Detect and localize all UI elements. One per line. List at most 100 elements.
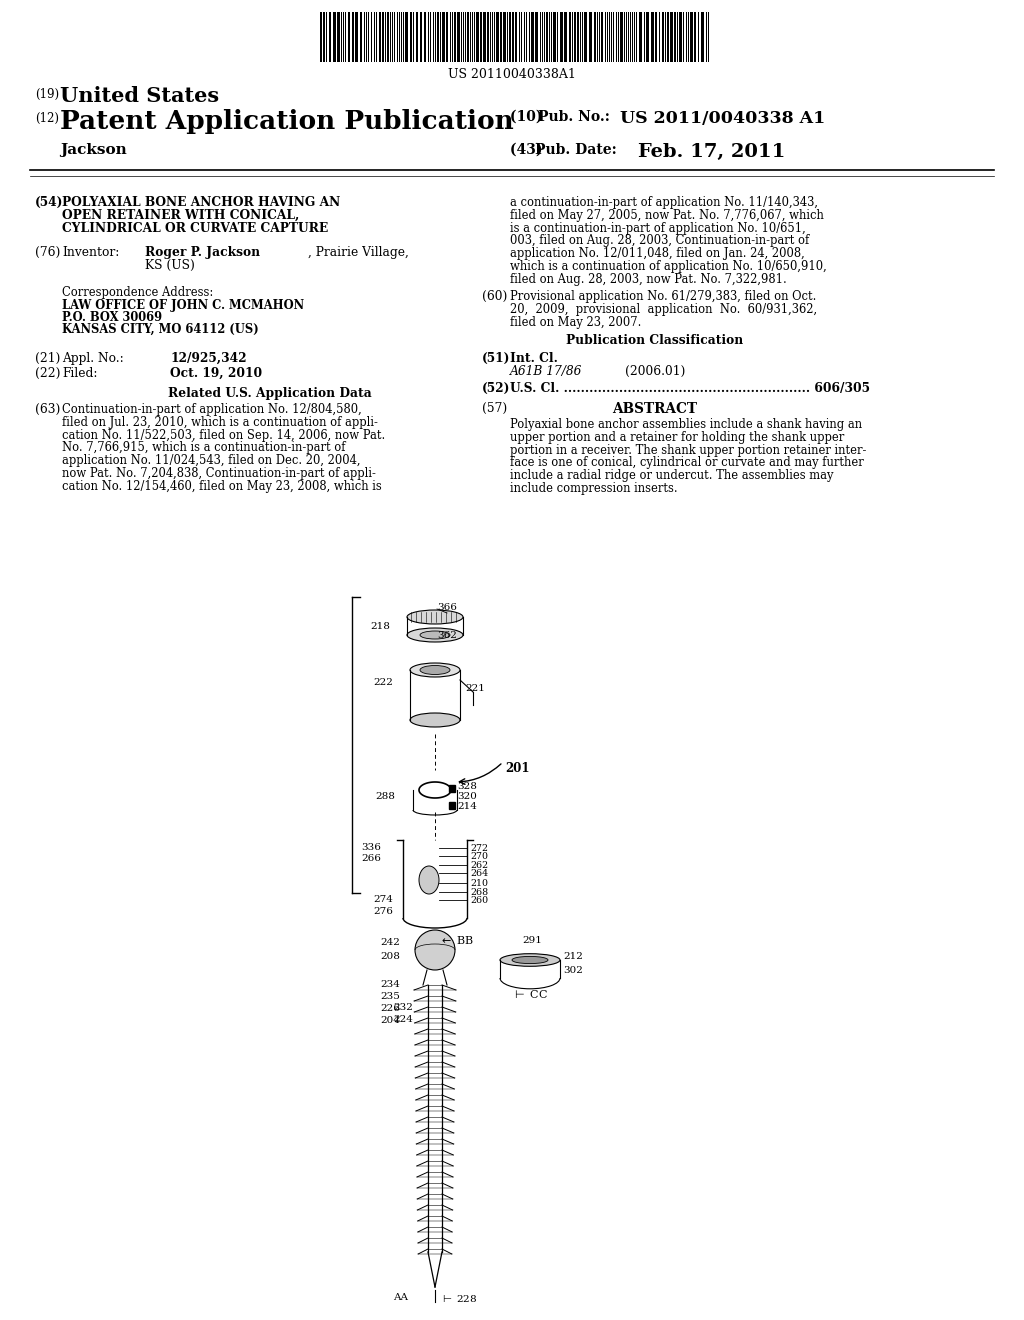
Text: 210: 210 xyxy=(470,879,488,888)
Text: Roger P. Jackson: Roger P. Jackson xyxy=(145,246,260,259)
Text: 226: 226 xyxy=(380,1005,400,1012)
Text: a continuation-in-part of application No. 11/140,343,: a continuation-in-part of application No… xyxy=(510,195,818,209)
Ellipse shape xyxy=(410,713,460,727)
Text: 222: 222 xyxy=(373,678,393,686)
Text: 291: 291 xyxy=(522,936,542,945)
Text: Pub. Date:: Pub. Date: xyxy=(535,143,616,157)
Text: 336: 336 xyxy=(361,843,381,851)
Ellipse shape xyxy=(410,663,460,677)
Ellipse shape xyxy=(407,628,463,642)
Text: 003, filed on Aug. 28, 2003, Continuation-in-part of: 003, filed on Aug. 28, 2003, Continuatio… xyxy=(510,235,809,247)
Text: application No. 12/011,048, filed on Jan. 24, 2008,: application No. 12/011,048, filed on Jan… xyxy=(510,247,805,260)
Text: face is one of conical, cylindrical or curvate and may further: face is one of conical, cylindrical or c… xyxy=(510,457,864,470)
Text: US 2011/0040338 A1: US 2011/0040338 A1 xyxy=(620,110,825,127)
Text: is a continuation-in-part of application No. 10/651,: is a continuation-in-part of application… xyxy=(510,222,806,235)
Text: Feb. 17, 2011: Feb. 17, 2011 xyxy=(638,143,785,161)
Text: which is a continuation of application No. 10/650,910,: which is a continuation of application N… xyxy=(510,260,826,273)
Text: (54): (54) xyxy=(35,195,63,209)
Text: Related U.S. Application Data: Related U.S. Application Data xyxy=(168,387,372,400)
Text: include a radial ridge or undercut. The assemblies may: include a radial ridge or undercut. The … xyxy=(510,469,834,482)
Polygon shape xyxy=(449,803,455,809)
Text: filed on May 23, 2007.: filed on May 23, 2007. xyxy=(510,315,641,329)
Text: now Pat. No. 7,204,838, Continuation-in-part of appli-: now Pat. No. 7,204,838, Continuation-in-… xyxy=(62,467,376,480)
Text: CYLINDRICAL OR CURVATE CAPTURE: CYLINDRICAL OR CURVATE CAPTURE xyxy=(62,222,329,235)
Text: filed on Aug. 28, 2003, now Pat. No. 7,322,981.: filed on Aug. 28, 2003, now Pat. No. 7,3… xyxy=(510,273,786,286)
Text: 266: 266 xyxy=(361,854,381,863)
Text: 272: 272 xyxy=(470,843,488,853)
Text: Filed:: Filed: xyxy=(62,367,97,380)
Text: Appl. No.:: Appl. No.: xyxy=(62,352,124,366)
Text: Publication Classification: Publication Classification xyxy=(566,334,743,347)
Text: 264: 264 xyxy=(470,869,488,878)
Text: 234: 234 xyxy=(380,979,400,989)
Text: 201: 201 xyxy=(505,762,529,775)
Text: KS (US): KS (US) xyxy=(145,259,195,272)
Text: (60): (60) xyxy=(482,290,507,304)
Text: (43): (43) xyxy=(510,143,548,157)
Text: 320: 320 xyxy=(457,792,477,801)
Text: 328: 328 xyxy=(457,781,477,791)
Text: $\leftarrow$ BB: $\leftarrow$ BB xyxy=(439,935,474,946)
Text: Patent Application Publication: Patent Application Publication xyxy=(60,110,514,135)
Text: 235: 235 xyxy=(380,993,400,1001)
Text: Inventor:: Inventor: xyxy=(62,246,120,259)
Text: (19): (19) xyxy=(35,88,59,102)
Text: (76): (76) xyxy=(35,246,60,259)
Circle shape xyxy=(415,931,455,970)
Text: 274: 274 xyxy=(373,895,393,904)
Text: 214: 214 xyxy=(457,803,477,810)
Text: 12/925,342: 12/925,342 xyxy=(170,352,247,366)
Ellipse shape xyxy=(500,953,560,966)
Text: 204: 204 xyxy=(380,1016,400,1026)
Text: Pub. No.:: Pub. No.: xyxy=(538,110,610,124)
Text: 232: 232 xyxy=(393,1003,413,1012)
Text: Provisional application No. 61/279,383, filed on Oct.: Provisional application No. 61/279,383, … xyxy=(510,290,816,304)
Text: include compression inserts.: include compression inserts. xyxy=(510,482,678,495)
Text: (22): (22) xyxy=(35,367,60,380)
Text: 242: 242 xyxy=(380,939,400,946)
Text: (52): (52) xyxy=(482,381,510,395)
Text: Int. Cl.: Int. Cl. xyxy=(510,352,558,366)
Text: Correspondence Address:: Correspondence Address: xyxy=(62,286,213,300)
Text: (2006.01): (2006.01) xyxy=(625,366,685,378)
Text: 212: 212 xyxy=(563,952,583,961)
Text: 224: 224 xyxy=(393,1015,413,1024)
Text: (51): (51) xyxy=(482,352,510,366)
Text: 302: 302 xyxy=(563,966,583,975)
Text: ABSTRACT: ABSTRACT xyxy=(612,403,697,416)
Ellipse shape xyxy=(407,610,463,624)
Text: 366: 366 xyxy=(437,603,457,612)
Text: (10): (10) xyxy=(510,110,548,124)
Text: (63): (63) xyxy=(35,403,60,416)
Text: (57): (57) xyxy=(482,403,507,414)
Text: (21): (21) xyxy=(35,352,60,366)
Text: , Prairie Village,: , Prairie Village, xyxy=(308,246,409,259)
Text: KANSAS CITY, MO 64112 (US): KANSAS CITY, MO 64112 (US) xyxy=(62,323,259,337)
Text: filed on May 27, 2005, now Pat. No. 7,776,067, which: filed on May 27, 2005, now Pat. No. 7,77… xyxy=(510,209,824,222)
Text: P.O. BOX 30069: P.O. BOX 30069 xyxy=(62,312,162,323)
Ellipse shape xyxy=(512,957,548,964)
Text: 362: 362 xyxy=(437,631,457,640)
Text: Polyaxial bone anchor assemblies include a shank having an: Polyaxial bone anchor assemblies include… xyxy=(510,418,862,432)
Text: 208: 208 xyxy=(380,952,400,961)
Text: 288: 288 xyxy=(375,792,395,801)
Text: $\vdash$ 228: $\vdash$ 228 xyxy=(440,1294,477,1304)
Text: 20,  2009,  provisional  application  No.  60/931,362,: 20, 2009, provisional application No. 60… xyxy=(510,302,817,315)
Text: 260: 260 xyxy=(470,896,488,906)
Text: upper portion and a retainer for holding the shank upper: upper portion and a retainer for holding… xyxy=(510,430,844,444)
Ellipse shape xyxy=(419,866,439,894)
Polygon shape xyxy=(449,785,455,792)
Text: (12): (12) xyxy=(35,112,59,125)
Text: A61B 17/86: A61B 17/86 xyxy=(510,366,583,378)
Text: LAW OFFICE OF JOHN C. MCMAHON: LAW OFFICE OF JOHN C. MCMAHON xyxy=(62,300,304,312)
Text: application No. 11/024,543, filed on Dec. 20, 2004,: application No. 11/024,543, filed on Dec… xyxy=(62,454,360,467)
Text: United States: United States xyxy=(60,86,219,106)
Text: OPEN RETAINER WITH CONICAL,: OPEN RETAINER WITH CONICAL, xyxy=(62,209,299,222)
Text: $\vdash$ CC: $\vdash$ CC xyxy=(512,987,548,1001)
Ellipse shape xyxy=(420,665,450,675)
Text: 270: 270 xyxy=(470,851,488,861)
Text: Jackson: Jackson xyxy=(60,143,127,157)
Text: US 20110040338A1: US 20110040338A1 xyxy=(449,69,575,81)
Text: filed on Jul. 23, 2010, which is a continuation of appli-: filed on Jul. 23, 2010, which is a conti… xyxy=(62,416,378,429)
Text: 262: 262 xyxy=(470,861,488,870)
